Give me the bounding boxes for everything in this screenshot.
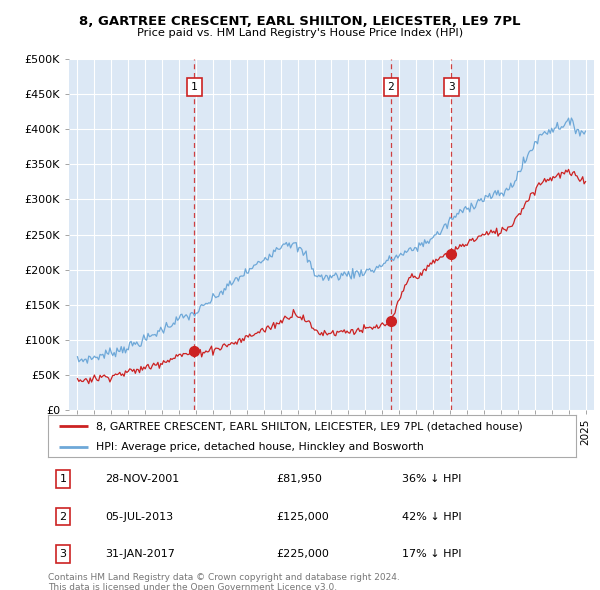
Text: 2: 2 [59,512,67,522]
Text: HPI: Average price, detached house, Hinckley and Bosworth: HPI: Average price, detached house, Hinc… [95,442,423,451]
Text: 42% ↓ HPI: 42% ↓ HPI [402,512,461,522]
Text: 28-NOV-2001: 28-NOV-2001 [105,474,179,484]
Text: 1: 1 [191,82,198,92]
Text: £81,950: £81,950 [276,474,322,484]
Text: 31-JAN-2017: 31-JAN-2017 [105,549,175,559]
Text: This data is licensed under the Open Government Licence v3.0.: This data is licensed under the Open Gov… [48,583,337,590]
Text: Price paid vs. HM Land Registry's House Price Index (HPI): Price paid vs. HM Land Registry's House … [137,28,463,38]
Text: 8, GARTREE CRESCENT, EARL SHILTON, LEICESTER, LE9 7PL: 8, GARTREE CRESCENT, EARL SHILTON, LEICE… [79,15,521,28]
Text: £225,000: £225,000 [276,549,329,559]
Text: Contains HM Land Registry data © Crown copyright and database right 2024.: Contains HM Land Registry data © Crown c… [48,573,400,582]
Text: 8, GARTREE CRESCENT, EARL SHILTON, LEICESTER, LE9 7PL (detached house): 8, GARTREE CRESCENT, EARL SHILTON, LEICE… [95,421,522,431]
Text: 2: 2 [388,82,394,92]
Text: £125,000: £125,000 [276,512,329,522]
Text: 36% ↓ HPI: 36% ↓ HPI [402,474,461,484]
Text: 05-JUL-2013: 05-JUL-2013 [105,512,173,522]
Text: 1: 1 [59,474,67,484]
Text: 3: 3 [59,549,67,559]
Text: 17% ↓ HPI: 17% ↓ HPI [402,549,461,559]
Text: 3: 3 [448,82,455,92]
